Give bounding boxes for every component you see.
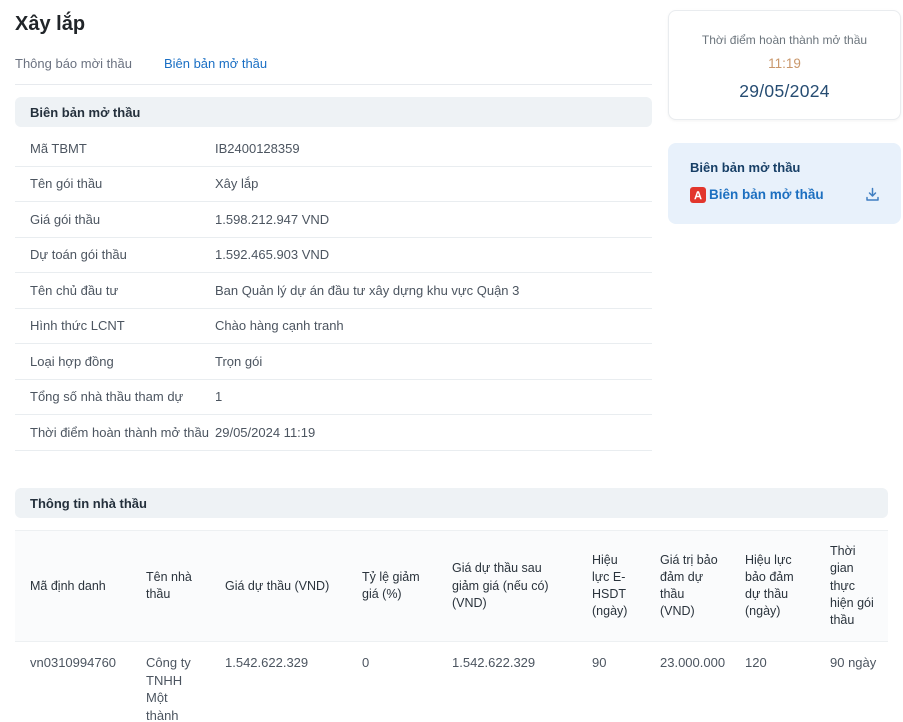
field-label: Tên chủ đầu tư — [30, 282, 119, 298]
field-value: Ban Quản lý dự án đầu tư xây dựng khu vự… — [215, 282, 520, 298]
field-label: Tên gói thầu — [30, 176, 103, 192]
completion-time-label: Thời điểm hoàn thành mở thầu — [701, 33, 868, 47]
completion-time-card: Thời điểm hoàn thành mở thầu 11:19 29/05… — [668, 10, 901, 120]
detail-row-tong-so-nha-thau: Tổng số nhà thầu tham dự 1 — [15, 380, 652, 415]
detail-row-loai-hop-dong: Loại hợp đồng Trọn gói — [15, 344, 652, 380]
main-column: Xây lắp Thông báo mời thầu Biên bản mở t… — [15, 10, 652, 451]
detail-row-thoi-diem-mo-thau: Thời điểm hoàn thành mở thầu 29/05/2024 … — [15, 415, 652, 451]
download-file-link[interactable]: Biên bản mở thầu — [709, 187, 824, 202]
cell-gia-du-thau: 1.542.622.329 — [210, 641, 347, 722]
col-header-ma-dinh-danh: Mã định danh — [15, 529, 131, 643]
download-card-title: Biên bản mở thầu — [690, 160, 801, 175]
col-header-ten-nha-thau: Tên nhà thầu — [131, 529, 210, 643]
field-label: Tổng số nhà thầu tham dự — [30, 389, 184, 405]
col-header-hieu-luc-ehsdt: Hiệu lực E-HSDT (ngày) — [577, 529, 645, 643]
field-label: Hình thức LCNT — [30, 318, 125, 334]
section-header-bid-record: Biên bản mở thầu — [15, 97, 652, 127]
field-value: 1 — [215, 389, 223, 405]
cell-ty-le-giam-gia: 0 — [347, 641, 437, 722]
detail-row-du-toan: Dự toán gói thầu 1.592.465.903 VND — [15, 238, 652, 273]
tab-thong-bao-moi-thau[interactable]: Thông báo mời thầu — [15, 56, 132, 71]
cell-hieu-luc-bao-dam: 120 — [730, 641, 815, 722]
contractors-table: Mã định danh Tên nhà thầu Giá dự thầu (V… — [15, 529, 888, 722]
download-file-row: Biên bản mở thầu — [690, 186, 881, 203]
section-header-contractors: Thông tin nhà thầu — [15, 488, 888, 518]
col-header-gia-tri-bao-dam: Giá trị bảo đảm dự thầu (VND) — [645, 529, 730, 643]
col-header-gia-du-thau: Giá dự thầu (VND) — [210, 529, 347, 643]
page-title: Xây lắp — [15, 13, 86, 35]
download-icon[interactable] — [864, 186, 881, 203]
field-value: 29/05/2024 11:19 — [215, 424, 316, 440]
field-label: Mã TBMT — [30, 140, 87, 156]
detail-row-gia-goi-thau: Giá gói thầu 1.598.212.947 VND — [15, 202, 652, 238]
detail-row-hinh-thuc-lcnt: Hình thức LCNT Chào hàng cạnh tranh — [15, 309, 652, 344]
table-header-row: Mã định danh Tên nhà thầu Giá dự thầu (V… — [15, 529, 888, 643]
completion-time-value: 11:19 — [768, 56, 801, 71]
contractors-section: Thông tin nhà thầu Mã định danh Tên nhà … — [15, 488, 888, 722]
cell-ten-nha-thau: Công ty TNHH Một thành viên Công trình g… — [131, 641, 210, 722]
field-label: Loại hợp đồng — [30, 353, 114, 369]
pdf-file-icon — [690, 186, 706, 203]
field-value: Xây lắp — [215, 176, 259, 192]
download-card: Biên bản mở thầu Biên bản mở thầu — [668, 143, 901, 224]
field-label: Giá gói thầu — [30, 211, 101, 227]
tab-bien-ban-mo-thau[interactable]: Biên bản mở thầu — [163, 56, 268, 71]
tab-bar: Thông báo mời thầu Biên bản mở thầu — [15, 56, 652, 85]
field-label: Thời điểm hoàn thành mở thầu — [30, 424, 209, 440]
col-header-ty-le-giam-gia: Tỷ lệ giảm giá (%) — [347, 529, 437, 643]
cell-ma-dinh-danh: vn0310994760 — [15, 641, 131, 722]
cell-gia-sau-giam: 1.542.622.329 — [437, 641, 577, 722]
field-value: Trọn gói — [215, 353, 263, 369]
field-value: IB2400128359 — [215, 140, 300, 156]
cell-hieu-luc-ehsdt: 90 — [577, 641, 645, 722]
detail-row-ten-goi-thau: Tên gói thầu Xây lắp — [15, 167, 652, 202]
cell-gia-tri-bao-dam: 23.000.000 — [645, 641, 730, 722]
col-header-thoi-gian-thuc-hien: Thời gian thực hiện gói thầu — [815, 529, 888, 643]
col-header-gia-sau-giam: Giá dự thầu sau giảm giá (nếu có) (VND) — [437, 529, 577, 643]
bid-record-details: Mã TBMT IB2400128359 Tên gói thầu Xây lắ… — [15, 131, 652, 451]
field-value: 1.598.212.947 VND — [215, 211, 330, 227]
detail-row-ma-tbmt: Mã TBMT IB2400128359 — [15, 131, 652, 167]
completion-date-value: 29/05/2024 — [739, 81, 830, 101]
field-value: Chào hàng cạnh tranh — [215, 318, 344, 334]
field-label: Dự toán gói thầu — [30, 247, 127, 263]
col-header-hieu-luc-bao-dam: Hiệu lực bảo đảm dự thầu (ngày) — [730, 529, 815, 643]
table-row: vn0310994760 Công ty TNHH Một thành viên… — [15, 641, 888, 722]
sidebar: Thời điểm hoàn thành mở thầu 11:19 29/05… — [668, 10, 901, 224]
field-value: 1.592.465.903 VND — [215, 247, 330, 263]
cell-thoi-gian-thuc-hien: 90 ngày — [815, 641, 888, 722]
detail-row-chu-dau-tu: Tên chủ đầu tư Ban Quản lý dự án đầu tư … — [15, 273, 652, 309]
